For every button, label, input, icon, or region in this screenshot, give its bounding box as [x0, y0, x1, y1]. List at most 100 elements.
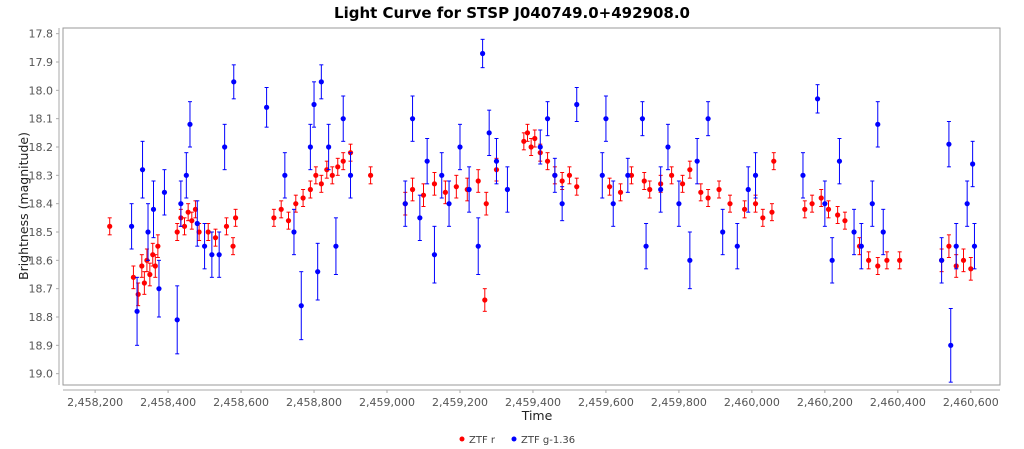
data-point [141, 280, 147, 286]
data-point [307, 186, 313, 193]
series-ztf-r [107, 123, 974, 312]
data-point [875, 263, 881, 269]
data-point [643, 243, 649, 249]
data-point [493, 158, 500, 164]
plot-area [62, 27, 1001, 386]
y-tick-label: 18.6 [29, 254, 54, 267]
data-point [230, 243, 236, 249]
data-point [315, 269, 321, 275]
data-point [367, 172, 374, 178]
data-point [107, 223, 113, 229]
data-point [318, 181, 324, 187]
data-point [192, 206, 199, 212]
y-tick-label: 18.7 [29, 283, 54, 296]
data-point [439, 172, 445, 178]
y-tick-label: 18.8 [29, 311, 54, 324]
data-point [948, 342, 954, 348]
data-point [752, 201, 759, 207]
data-point [282, 172, 288, 178]
y-tick-label: 17.8 [29, 28, 54, 41]
data-point [970, 161, 976, 167]
data-point [278, 206, 284, 212]
data-point [326, 144, 332, 150]
data-point [665, 144, 671, 150]
data-point [152, 263, 158, 269]
data-point [745, 186, 751, 193]
y-tick-label: 18.9 [29, 339, 54, 352]
data-point [559, 178, 565, 184]
data-point [139, 263, 145, 269]
data-point [720, 229, 726, 235]
data-point [504, 186, 511, 193]
data-point [402, 201, 408, 207]
data-point [420, 192, 427, 198]
data-point [566, 172, 573, 178]
data-point [329, 172, 335, 178]
data-point [705, 116, 711, 122]
data-point [705, 195, 711, 201]
y-tick-label: 18.0 [29, 84, 54, 97]
data-point [181, 223, 188, 229]
data-point [760, 215, 766, 221]
data-point [424, 158, 430, 164]
data-point [698, 189, 704, 195]
y-tick-label: 18.2 [29, 141, 54, 154]
y-tick-label: 18.3 [29, 169, 54, 182]
data-point [897, 257, 903, 263]
data-point [446, 201, 452, 207]
y-tick-label: 18.1 [29, 113, 54, 126]
data-point [800, 172, 806, 178]
y-tick-label: 19.0 [29, 368, 54, 381]
data-point [842, 218, 848, 224]
data-point [752, 172, 759, 178]
x-tick-label: 2,459,600 [578, 396, 634, 409]
data-point [532, 135, 538, 142]
data-point [409, 186, 416, 193]
data-point [347, 172, 354, 178]
data-point [212, 235, 219, 241]
data-point [544, 158, 551, 164]
data-point [147, 271, 153, 278]
data-point [156, 286, 162, 292]
data-point [264, 104, 270, 110]
data-point [939, 257, 945, 263]
y-tick-label: 17.9 [29, 56, 54, 69]
data-point [145, 229, 151, 235]
data-point [183, 172, 189, 178]
data-point [946, 243, 952, 249]
data-point [825, 206, 832, 212]
data-point [291, 229, 297, 235]
data-point [300, 195, 306, 201]
legend-item: ZTF r [459, 435, 496, 446]
y-axis: 17.8 17.9 18.0 18.1 18.2 18.3 18.4 18.5 18.6 18.7… [29, 28, 60, 385]
y-axis-label: Brightness (magnitude) [16, 132, 31, 280]
data-point [174, 317, 180, 323]
data-point [134, 308, 140, 314]
data-point [222, 144, 228, 150]
data-point [135, 291, 141, 297]
data-point [669, 172, 675, 178]
data-point [155, 243, 161, 249]
data-point [625, 172, 631, 178]
data-point [734, 243, 740, 249]
data-point [232, 215, 239, 221]
data-point [298, 303, 304, 309]
data-point [875, 121, 881, 127]
data-point [311, 101, 317, 108]
data-point [809, 201, 815, 207]
data-point [457, 144, 463, 150]
data-point [716, 186, 722, 193]
data-point [971, 243, 978, 249]
data-point [528, 144, 534, 150]
data-point [453, 184, 459, 190]
data-point [835, 212, 841, 218]
data-point [727, 201, 733, 207]
data-point [687, 257, 693, 263]
legend-marker [511, 436, 517, 442]
x-axis-label: Time [521, 408, 553, 423]
data-point [307, 144, 313, 150]
data-point [340, 116, 346, 122]
data-point [559, 201, 565, 207]
data-point [194, 220, 200, 227]
